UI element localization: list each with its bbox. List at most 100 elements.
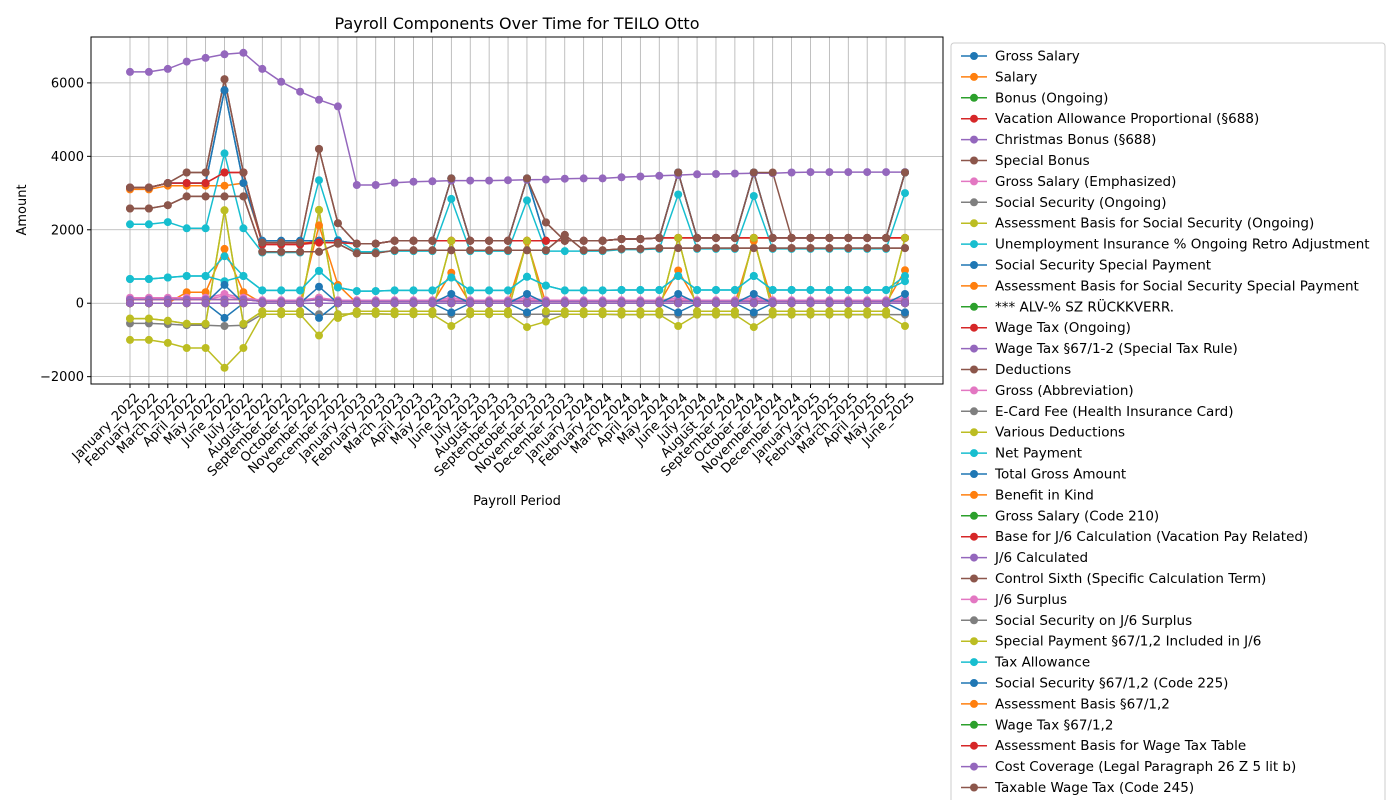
data-point [768, 168, 777, 177]
data-point [428, 236, 437, 245]
legend: Gross Salary Salary Bonus (Ongoing) Vacatio… [950, 42, 1386, 800]
data-point [749, 244, 758, 253]
data-point [144, 67, 153, 76]
data-point [239, 179, 248, 188]
legend-item: Various Deductions [961, 425, 1125, 441]
data-point [617, 244, 626, 253]
data-point [315, 331, 323, 340]
legend-item: Control Sixth (Specific Calculation Term… [961, 571, 1266, 587]
legend-item: Total Gross Amount [961, 467, 1126, 483]
legend-label: Social Security Special Payment [995, 258, 1211, 274]
legend-swatch-marker [970, 511, 978, 520]
data-point [315, 221, 323, 230]
legend-item: Deductions [961, 362, 1071, 378]
legend-item: Special Bonus [961, 153, 1090, 169]
data-point [126, 220, 134, 229]
data-point [163, 201, 172, 210]
data-point [787, 233, 796, 242]
data-point [825, 286, 834, 294]
data-point [466, 236, 475, 245]
legend-item: Wage Tax §67/1-2 (Special Tax Rule) [961, 341, 1238, 357]
data-point [674, 244, 683, 253]
data-point [126, 183, 134, 192]
legend-swatch-marker [970, 428, 978, 437]
data-point [182, 319, 191, 328]
data-point [390, 299, 399, 308]
data-point [504, 176, 512, 185]
data-point [825, 307, 834, 316]
data-point [371, 287, 380, 296]
data-point [523, 174, 531, 183]
data-point [220, 181, 229, 190]
data-point [296, 87, 305, 96]
legend-label: Vacation Allowance Proportional (§688) [995, 111, 1259, 127]
data-point [296, 307, 305, 316]
data-point [579, 299, 588, 308]
data-point [825, 233, 834, 242]
data-point [220, 322, 229, 330]
y-tick-label: −2000 [40, 370, 84, 385]
data-point [182, 299, 191, 308]
y-tick-label: 0 [76, 297, 84, 312]
data-point [201, 224, 210, 233]
legend-item: Tax Allowance [961, 655, 1090, 671]
data-point [409, 177, 418, 186]
data-point [163, 299, 172, 308]
legend-swatch-marker [970, 72, 978, 81]
data-point [844, 307, 853, 316]
data-point [693, 233, 702, 242]
data-point [504, 236, 512, 245]
series-markers [126, 75, 909, 248]
legend-swatch-marker [970, 679, 978, 687]
data-point [541, 218, 550, 227]
data-point [523, 196, 531, 205]
legend-label: Tax Allowance [994, 655, 1090, 671]
data-point [693, 307, 702, 316]
data-point [239, 319, 248, 328]
data-point [863, 233, 872, 242]
legend-swatch-marker [970, 177, 978, 186]
data-point [655, 171, 664, 180]
legend-item: Gross Salary (Emphasized) [961, 174, 1176, 190]
data-point [447, 236, 456, 245]
data-point [296, 286, 305, 295]
data-point [787, 286, 796, 294]
legend-item: Assessment Basis §67/1,2 [961, 696, 1170, 712]
data-point [258, 307, 267, 316]
data-point [901, 277, 909, 286]
data-point [258, 64, 267, 73]
legend-swatch-marker [970, 616, 978, 625]
data-point [371, 181, 380, 189]
legend-swatch-marker [970, 198, 978, 207]
data-point [901, 189, 909, 198]
data-point [239, 224, 248, 233]
legend-label: Social Security §67/1,2 (Code 225) [995, 676, 1228, 692]
data-point [863, 168, 872, 177]
data-point [504, 286, 512, 295]
legend-label: Gross (Abbreviation) [995, 383, 1134, 399]
legend-item: Gross (Abbreviation) [961, 383, 1134, 399]
data-point [655, 299, 664, 308]
data-point [144, 314, 153, 323]
data-point [730, 307, 739, 316]
data-point [201, 272, 210, 280]
data-point [144, 335, 153, 344]
data-point [220, 149, 229, 158]
data-point [674, 272, 683, 280]
data-point [768, 286, 777, 294]
data-point [239, 192, 248, 201]
data-point [523, 299, 531, 308]
data-point [144, 183, 153, 192]
legend-box [950, 42, 1386, 800]
data-point [428, 246, 437, 255]
data-point [428, 299, 437, 308]
data-point [277, 77, 286, 86]
data-point [768, 307, 777, 316]
data-point [787, 299, 796, 308]
data-point [333, 239, 342, 248]
data-point [466, 299, 475, 308]
data-point [201, 299, 210, 308]
data-point [182, 224, 191, 233]
data-point [258, 247, 267, 256]
data-point [258, 238, 267, 247]
